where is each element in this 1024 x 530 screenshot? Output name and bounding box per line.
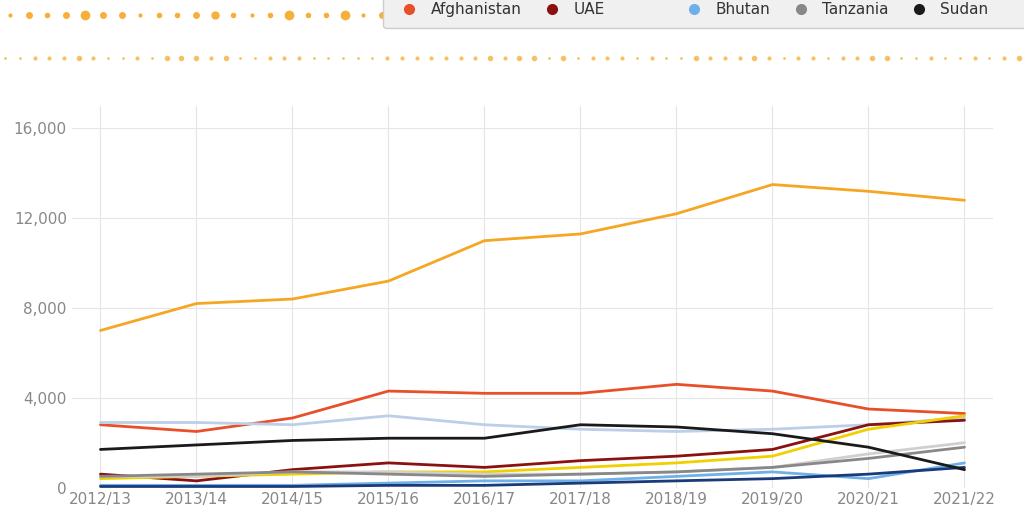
Legend: Nepal, Afghanistan, Bangladesh, UAE, USA, Bhutan, Nigeria, Tanzania, Zimbabwe, S: Nepal, Afghanistan, Bangladesh, UAE, USA… <box>383 0 1024 28</box>
